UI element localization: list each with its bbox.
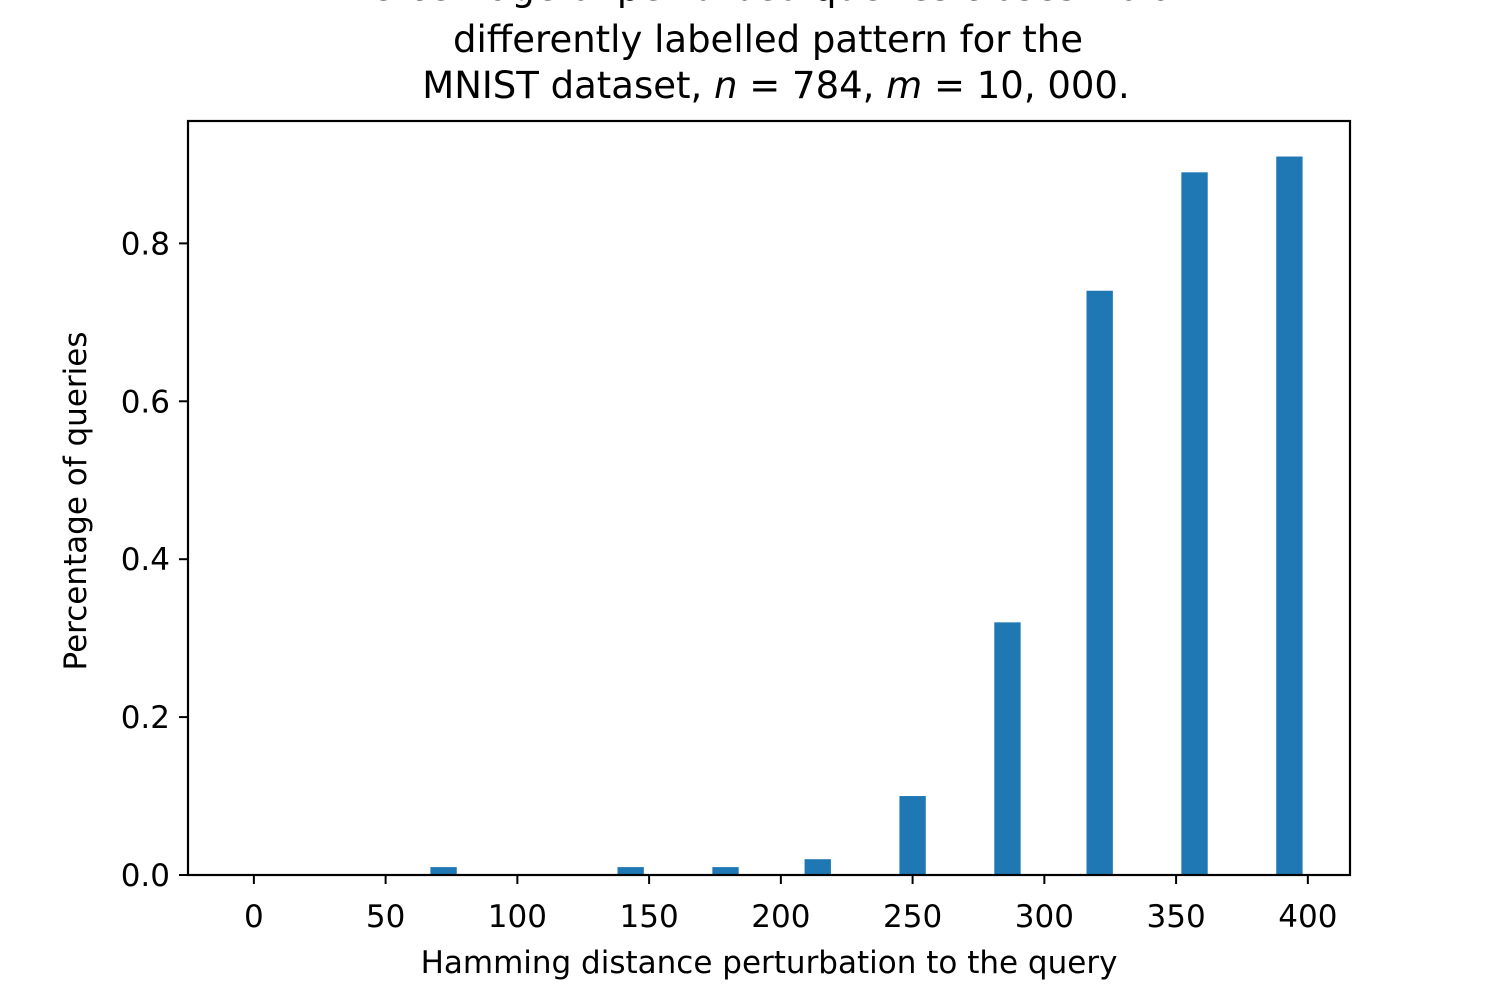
bar xyxy=(712,867,739,875)
chart-title-line-3: MNIST dataset, n = 784, m = 10, 000. xyxy=(422,64,1129,107)
y-tick-label: 0.6 xyxy=(121,384,170,420)
y-axis-label: Percentage of queries xyxy=(58,332,94,671)
y-tick-label: 0.4 xyxy=(121,542,170,578)
bar xyxy=(1086,290,1113,876)
bar xyxy=(994,622,1021,875)
chart-title-line-2: differently labelled pattern for the xyxy=(453,18,1083,61)
x-tick-label: 400 xyxy=(1278,899,1337,935)
plot-frame xyxy=(186,119,1352,877)
bar xyxy=(617,867,644,875)
y-tick-label: 0.0 xyxy=(121,858,170,894)
bar xyxy=(430,867,457,875)
x-tick-label: 300 xyxy=(1015,899,1074,935)
x-axis-ticks: 0 50 100 150 200 250 300 350 400 xyxy=(244,875,1337,935)
x-tick-label: 100 xyxy=(488,899,547,935)
y-axis-ticks: 0.0 0.2 0.4 0.6 0.8 xyxy=(121,226,188,894)
x-tick-label: 150 xyxy=(620,899,679,935)
y-tick-label: 0.8 xyxy=(121,226,170,262)
x-axis-label: Hamming distance perturbation to the que… xyxy=(421,945,1118,981)
x-tick-label: 50 xyxy=(366,899,405,935)
bar xyxy=(804,859,831,875)
bar xyxy=(1181,172,1208,876)
bar xyxy=(899,796,926,875)
x-tick-label: 200 xyxy=(751,899,810,935)
x-tick-label: 250 xyxy=(883,899,942,935)
chart-title: Percentage of perturbed queries closest … xyxy=(350,0,1175,107)
bar xyxy=(1276,156,1303,875)
x-tick-label: 0 xyxy=(244,899,264,935)
chart-title-line-1: Percentage of perturbed queries closest … xyxy=(350,0,1175,9)
bar-series xyxy=(430,156,1303,876)
x-tick-label: 350 xyxy=(1147,899,1206,935)
y-tick-label: 0.2 xyxy=(121,700,170,736)
